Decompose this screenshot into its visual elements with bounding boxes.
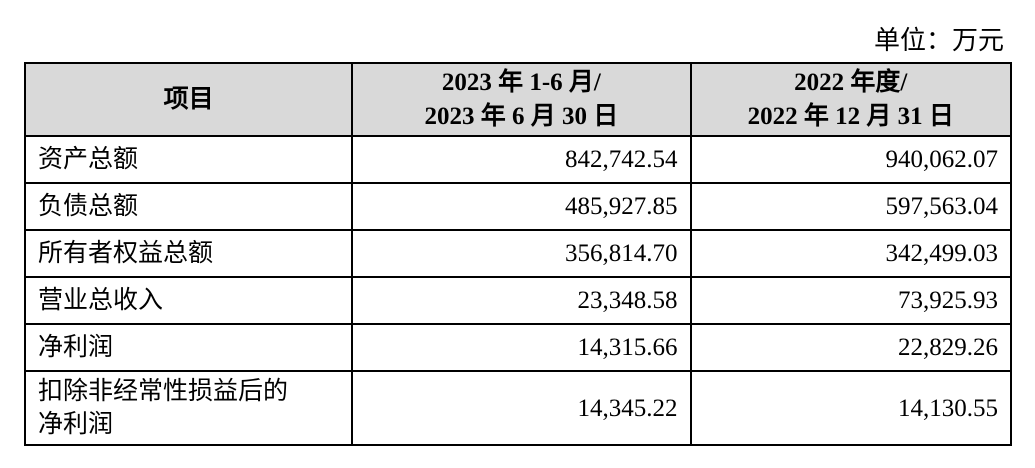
- financial-table: 项目 2023 年 1-6 月/2023 年 6 月 30 日 2022 年度/20…: [23, 62, 1013, 446]
- cell-line: 营业总收入: [38, 287, 164, 314]
- cell-line: 净利润: [38, 334, 114, 361]
- cell-line: 资产总额: [38, 146, 139, 173]
- cell-line: 2023 年 1-6 月/: [441, 68, 601, 96]
- table-body: 资产总额 842,742.54 940,062.07 负债总额 485,927.85 59…: [23, 135, 1013, 446]
- cell-line: 所有者权益总额: [38, 240, 214, 267]
- value-cell: 23,348.58: [351, 276, 692, 325]
- row-label: 所有者权益总额: [23, 229, 354, 278]
- value-cell: 22,829.26: [689, 323, 1013, 372]
- cell-line: 扣除非经常性损益后的: [38, 378, 289, 405]
- cell-line: 负债总额: [38, 193, 139, 220]
- value-cell: 597,563.04: [689, 182, 1013, 231]
- cell-line: 2023 年 6 月 30 日: [424, 102, 619, 130]
- table-row: 所有者权益总额 356,814.70 342,499.03: [23, 229, 1013, 278]
- row-label: 营业总收入: [23, 276, 354, 325]
- cell-line: 项目: [163, 85, 214, 113]
- row-label: 扣除非经常性损益后的 净利润: [23, 370, 354, 446]
- value-cell: 485,927.85: [351, 182, 692, 231]
- table-row: 营业总收入 23,348.58 73,925.93: [23, 276, 1013, 325]
- unit-label: 单位：万元: [873, 26, 1004, 55]
- value-cell: 73,925.93: [689, 276, 1013, 325]
- cell-line: 2022 年 12 月 31 日: [747, 102, 954, 130]
- value-cell: 14,345.22: [351, 370, 692, 446]
- value-cell: 842,742.54: [351, 135, 692, 184]
- row-label: 净利润: [23, 323, 354, 372]
- table-row: 负债总额 485,927.85 597,563.04: [23, 182, 1013, 231]
- value-cell: 356,814.70: [351, 229, 692, 278]
- header-cell: 2023 年 1-6 月/2023 年 6 月 30 日: [351, 62, 692, 137]
- value-cell: 940,062.07: [689, 135, 1013, 184]
- table-row: 资产总额 842,742.54 940,062.07: [23, 135, 1013, 184]
- header-row: 项目 2023 年 1-6 月/2023 年 6 月 30 日 2022 年度/20…: [23, 62, 1013, 137]
- row-label: 负债总额: [23, 182, 354, 231]
- table-row: 扣除非经常性损益后的 净利润 14,345.22 14,130.55: [23, 370, 1013, 446]
- cell-line: 2022 年度/: [794, 68, 908, 96]
- value-cell: 342,499.03: [689, 229, 1013, 278]
- header-cell: 项目: [23, 62, 354, 137]
- table-row: 净利润 14,315.66 22,829.26: [23, 323, 1013, 372]
- header-cell: 2022 年度/2022 年 12 月 31 日: [689, 62, 1013, 137]
- value-cell: 14,315.66: [351, 323, 692, 372]
- row-label: 资产总额: [23, 135, 354, 184]
- value-cell: 14,130.55: [689, 370, 1013, 446]
- cell-line: 净利润: [38, 411, 114, 438]
